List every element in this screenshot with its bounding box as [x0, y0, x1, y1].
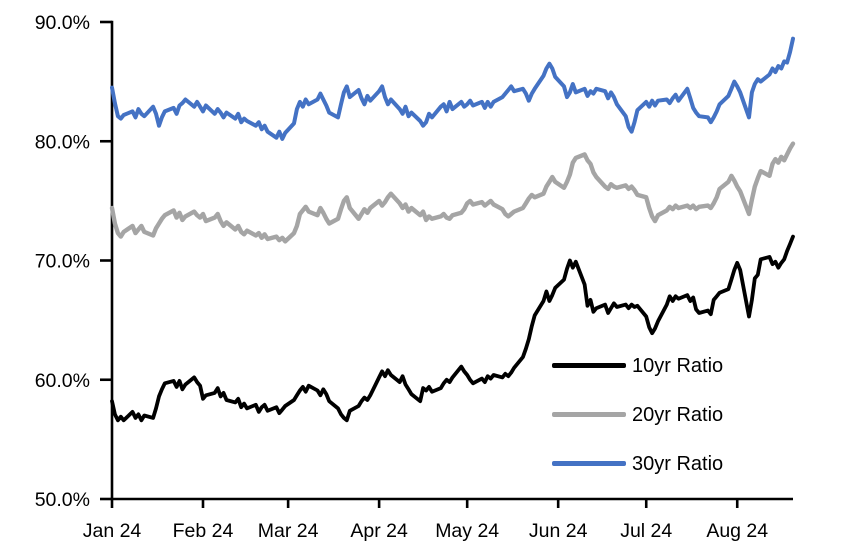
- legend-line-swatch-10yr: [552, 363, 626, 368]
- x-tick-label: Jan 24: [83, 520, 142, 542]
- x-tick-label: Feb 24: [173, 520, 234, 542]
- legend-line-swatch-20yr: [552, 412, 626, 417]
- series-line-30yr-ratio: [110, 36, 795, 141]
- x-tick-label: Mar 24: [258, 520, 319, 542]
- series-lines: [109, 36, 796, 423]
- x-tick-label: May 24: [435, 520, 499, 542]
- legend-item-30yr-ratio: 30yr Ratio: [552, 439, 723, 488]
- legend-item-10yr-ratio: 10yr Ratio: [552, 341, 723, 390]
- x-tick-label: Apr 24: [350, 520, 408, 542]
- legend-item-20yr-ratio: 20yr Ratio: [552, 390, 723, 439]
- chart-legend: 10yr Ratio 20yr Ratio 30yr Ratio: [552, 341, 723, 488]
- y-tick-label: 90.0%: [35, 12, 90, 34]
- x-tick-label: Jun 24: [529, 520, 588, 542]
- y-tick-label: 60.0%: [35, 370, 90, 392]
- legend-label-20yr: 20yr Ratio: [632, 403, 724, 426]
- legend-label-30yr: 30yr Ratio: [632, 452, 724, 475]
- x-axis: Jan 24 Feb 24 Mar 24 Apr 24 May 24 Jun 24 Jul …: [83, 497, 793, 542]
- y-axis: 50.0% 60.0% 70.0% 80.0% 90.0%: [35, 12, 114, 511]
- x-tick-label: Jul 24: [620, 520, 672, 542]
- series-line-20yr-ratio: [109, 141, 796, 244]
- x-tick-label: Aug 24: [706, 520, 768, 542]
- y-tick-label: 70.0%: [35, 251, 90, 273]
- y-tick-label: 80.0%: [35, 131, 90, 153]
- legend-line-swatch-30yr: [552, 461, 626, 466]
- series-line-10yr-ratio: [110, 234, 795, 423]
- y-tick-label: 50.0%: [35, 489, 90, 511]
- legend-label-10yr: 10yr Ratio: [632, 354, 724, 377]
